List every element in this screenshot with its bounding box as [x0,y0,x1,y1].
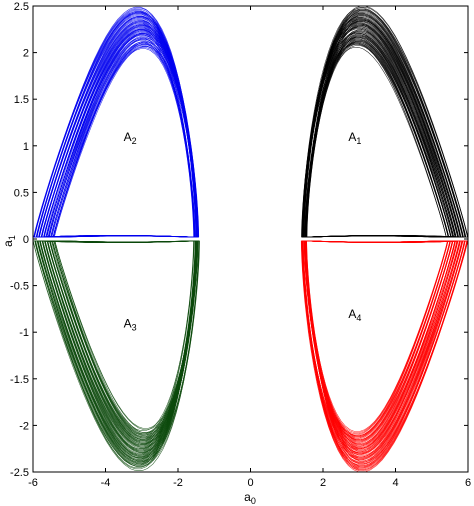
y-axis-label: a1 [1,235,17,247]
trajectory-loop [49,240,198,440]
y-tick-label-5: 0 [23,234,29,246]
axis-ticks [32,5,469,473]
y-tick-label-9: 2 [23,48,29,60]
trajectory-loop [304,240,461,454]
attractor-label-2: A2 [124,130,137,146]
attractor-4 [300,240,469,473]
y-tick-label-3: -1 [19,327,29,339]
trajectory-loop [302,22,461,238]
attractor-label-3: A3 [124,317,137,333]
y-tick-label-10: 2.5 [14,1,29,13]
trajectory-loop [301,19,464,238]
trajectory-loop [38,16,199,238]
x-tick-label-4: 2 [320,477,326,489]
trajectory-loop [301,240,460,455]
x-tick-label-1: -4 [101,477,111,489]
attractor-labels: A1 A2 A3 A4 [124,130,362,332]
y-tick-label-8: 1.5 [14,94,29,106]
attractor-3 [32,240,200,471]
x-tick-label-5: 4 [392,477,398,489]
y-tick-label-6: 0.5 [14,187,29,199]
trajectory-loop [39,240,198,458]
x-tick-label-6: 6 [465,477,471,489]
attractor-2 [33,6,200,238]
y-tick-label-4: -0.5 [10,281,29,293]
y-tick-label-2: -1.5 [10,374,29,386]
attractor-label-1: A1 [348,130,361,146]
attractor-1 [301,5,469,238]
x-tick-label-3: 0 [247,477,253,489]
y-tick-label-7: 1 [23,141,29,153]
x-tick-label-2: -2 [173,477,183,489]
tick-labels: -6 -4 -2 0 2 4 6 -2.5 -2 -1.5 -1 -0.5 0 0.5 1 1.5 2 2.5 [10,1,471,489]
y-tick-label-1: -2 [19,420,29,432]
attractor-curves [32,5,469,473]
attractor-label-4: A4 [348,307,361,323]
trajectory-loop [45,33,199,238]
x-tick-label-0: -6 [28,477,38,489]
x-axis-label: a0 [244,490,256,506]
y-tick-label-0: -2.5 [10,467,29,479]
